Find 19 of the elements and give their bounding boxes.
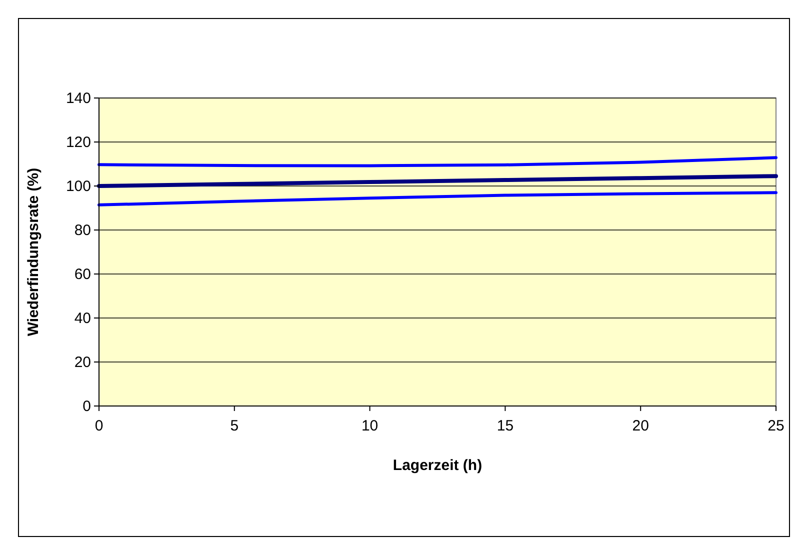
y-tick-label: 100 <box>66 178 91 195</box>
x-tick-label: 20 <box>632 418 649 434</box>
x-tick-label: 25 <box>768 418 784 434</box>
x-tick-label: 10 <box>361 418 378 434</box>
y-tick-label: 0 <box>82 398 91 415</box>
y-tick-label: 80 <box>74 222 91 239</box>
x-axis-title: Lagerzeit (h) <box>392 457 482 474</box>
y-axis-title: Wiederfindungsrate (%) <box>25 168 42 336</box>
x-tick-label: 0 <box>94 418 104 434</box>
line-series <box>97 174 778 188</box>
y-tick-label: 40 <box>74 310 91 327</box>
line-series <box>98 191 778 206</box>
y-tick-label: 120 <box>66 134 91 151</box>
y-tick-label: 60 <box>74 266 91 283</box>
x-tick-label: 5 <box>230 418 239 434</box>
y-tick-label: 20 <box>74 354 91 371</box>
line-series <box>98 156 778 168</box>
x-tick-label: 15 <box>496 418 514 434</box>
y-tick-label: 140 <box>66 90 91 107</box>
